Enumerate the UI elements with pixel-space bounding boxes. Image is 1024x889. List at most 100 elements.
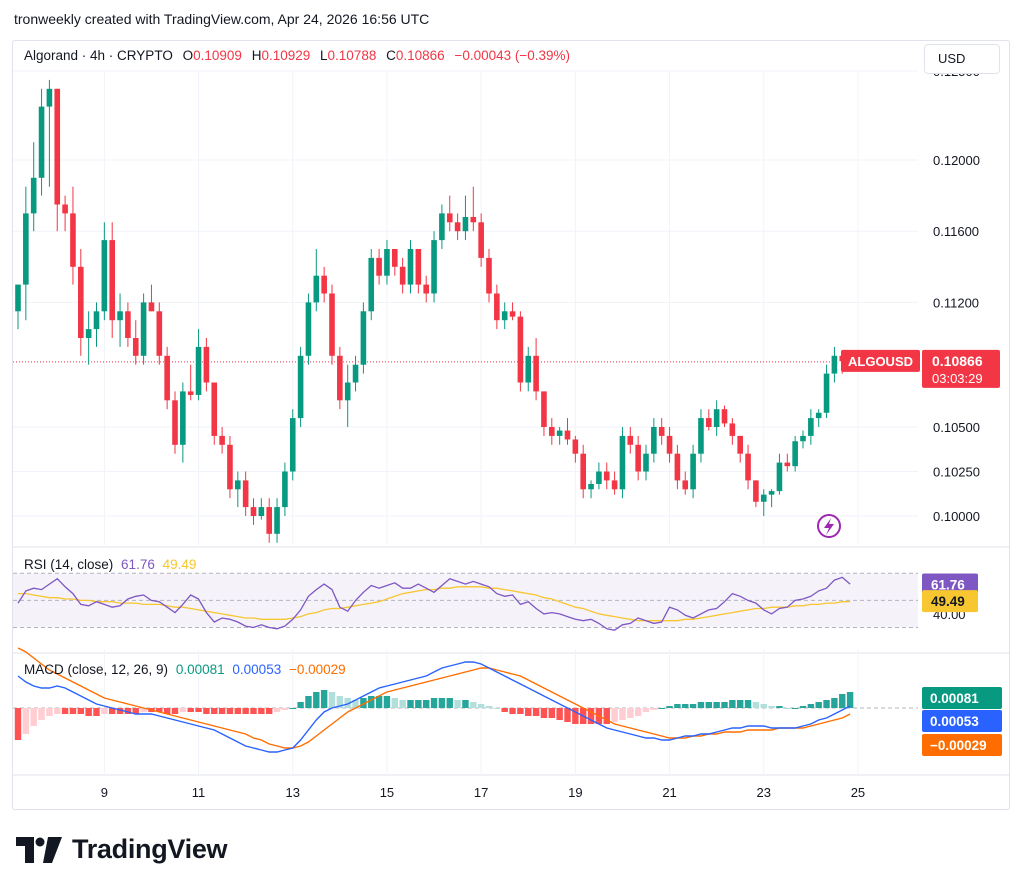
candle-body <box>219 435 225 445</box>
macd-histogram-bar <box>525 708 532 716</box>
macd-signal-legend-value: −0.00029 <box>288 662 346 677</box>
candle-body <box>831 355 838 374</box>
macd-histogram-bar <box>611 708 618 722</box>
macd-histogram-bar <box>101 708 108 714</box>
candle-body <box>580 453 586 490</box>
macd-histogram-bar <box>391 698 398 708</box>
candle-body <box>360 311 367 365</box>
macd-histogram-bar <box>556 708 563 720</box>
candle-body <box>619 435 626 490</box>
price-tick-label: 0.10500 <box>933 420 980 435</box>
macd-histogram-bar <box>163 708 171 714</box>
candle-body <box>415 249 422 285</box>
macd-histogram-bar <box>250 708 257 714</box>
candle-body <box>556 430 563 436</box>
macd-histogram-bar <box>430 698 438 708</box>
macd-histogram-bar <box>650 708 658 710</box>
candle-body <box>635 444 641 472</box>
candle-body <box>125 311 131 338</box>
candle-body <box>62 204 68 214</box>
macd-histogram-bar <box>179 708 187 712</box>
candle-body <box>784 462 791 467</box>
price-tick-label: 0.10000 <box>933 509 980 524</box>
macd-signal-value-label: −0.00029 <box>930 738 987 753</box>
macd-histogram-bar <box>564 708 571 722</box>
last-price-label: 0.10866 <box>932 353 983 369</box>
macd-histogram-bar <box>132 708 139 714</box>
high-value: 0.10929 <box>261 48 311 63</box>
macd-histogram-bar <box>399 700 406 708</box>
chart-frame <box>12 40 1010 810</box>
candle-body <box>666 435 673 454</box>
macd-histogram-bar <box>713 702 720 708</box>
candle-body <box>501 311 508 321</box>
macd-histogram-bar <box>831 698 838 708</box>
time-tick-label: 21 <box>662 785 676 800</box>
macd-histogram-bar <box>140 708 147 712</box>
lightning-icon <box>824 518 834 535</box>
macd-histogram-bar <box>61 708 69 714</box>
macd-histogram-bar <box>77 708 84 714</box>
macd-histogram-bar <box>799 706 807 708</box>
last-price-tag <box>922 349 1000 388</box>
candle-body <box>721 409 728 424</box>
macd-histogram-bar <box>22 708 30 734</box>
macd-histogram-bar <box>156 708 163 712</box>
candle-body <box>588 483 594 490</box>
candle-body <box>384 249 390 276</box>
candle-body <box>674 453 681 481</box>
candle-body <box>187 391 194 395</box>
macd-histogram-bar <box>446 698 453 708</box>
low-value: 0.10788 <box>327 48 377 63</box>
candle-body <box>70 213 76 267</box>
macd-histogram-bar <box>328 692 336 708</box>
macd-histogram-bar <box>666 706 673 708</box>
countdown-label: 03:03:29 <box>932 371 983 386</box>
rsi-ma-line <box>18 586 851 622</box>
macd-histogram-bar <box>195 708 202 712</box>
macd-line-value-label: 0.00053 <box>930 714 979 729</box>
candle-body <box>172 400 178 445</box>
macd-histogram-bar <box>477 704 485 708</box>
time-tick-label: 13 <box>286 785 300 800</box>
macd-histogram-bar <box>187 708 194 712</box>
candle-body <box>23 213 29 285</box>
macd-histogram-bar <box>737 700 744 708</box>
candle-body <box>776 462 783 492</box>
candle-body <box>713 409 720 427</box>
macd-histogram-bar <box>791 708 799 709</box>
candle-body <box>344 382 351 401</box>
candle-body <box>643 453 649 472</box>
macd-histogram-bar <box>171 708 179 714</box>
macd-signal-value-tag <box>922 734 1002 756</box>
time-tick-label: 19 <box>568 785 582 800</box>
axis-value-tags: ALGOUSD 0.10866 03:03:29 61.76 49.49 0.00081 0… <box>817 349 1002 756</box>
currency-selector[interactable]: USD <box>924 44 1000 74</box>
candle-body <box>376 257 382 276</box>
rsi-value-label: 61.76 <box>931 577 965 592</box>
candle-body <box>258 507 265 516</box>
macd-histogram-bar <box>540 708 548 718</box>
macd-line-legend-value: 0.00053 <box>232 662 282 677</box>
macd-histogram-bar <box>352 700 359 708</box>
candle-body <box>242 480 249 508</box>
candle-body <box>768 491 775 495</box>
macd-histogram-bar <box>627 708 634 718</box>
candle-body <box>392 249 398 267</box>
candle-body <box>289 418 296 472</box>
macd-histogram-bar <box>493 708 501 709</box>
rsi-ma-value-label: 49.49 <box>931 594 965 609</box>
candle-body <box>266 507 272 534</box>
time-tick-label: 11 <box>192 785 206 800</box>
candle-body <box>525 355 532 383</box>
candle-body <box>815 412 822 419</box>
candle-body <box>235 480 241 490</box>
macd-histogram-bar <box>336 696 344 708</box>
candle-body <box>509 311 516 317</box>
candle-body <box>486 257 492 294</box>
time-tick-label: 9 <box>101 785 108 800</box>
tradingview-logo[interactable]: TradingView <box>16 834 228 865</box>
low-label: L <box>320 48 328 63</box>
macd-histogram-bar <box>603 708 610 724</box>
